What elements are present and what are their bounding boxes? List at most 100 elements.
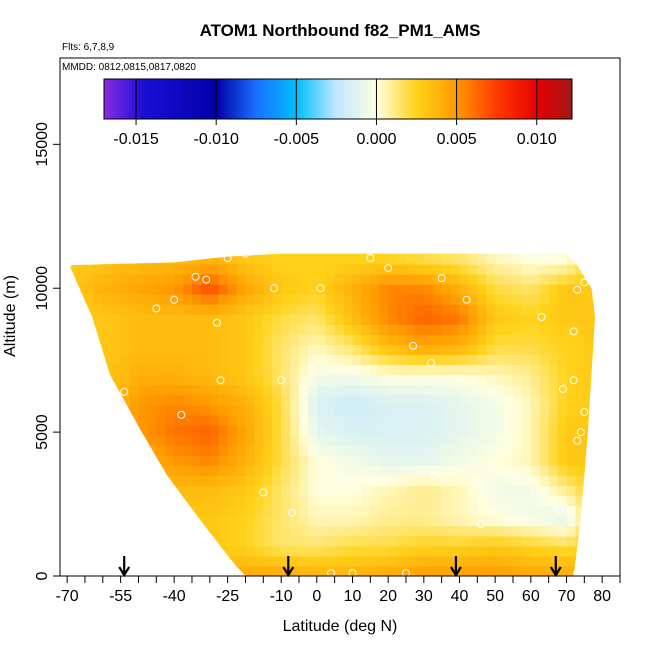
heatmap-cell: [548, 404, 559, 416]
heatmap-cell: [584, 505, 594, 517]
heatmap-cell: [575, 414, 585, 426]
heatmap-cell: [76, 283, 86, 295]
heatmap-cell: [76, 253, 86, 255]
heatmap-cell: [227, 535, 238, 547]
heatmap-cell: [530, 253, 541, 255]
heatmap-cell: [530, 555, 541, 567]
heatmap-cell: [129, 384, 140, 396]
heatmap-cell: [111, 384, 122, 396]
heatmap-cell: [200, 525, 211, 537]
heatmap-cell: [343, 394, 354, 406]
heatmap-cell: [504, 374, 514, 386]
heatmap-cell: [432, 485, 443, 497]
heatmap-cell: [370, 304, 380, 315]
heatmap-cell: [236, 344, 247, 355]
heatmap-cell: [183, 253, 193, 255]
heatmap-cell: [361, 283, 371, 295]
heatmap-cell: [254, 535, 264, 547]
heatmap-cell: [504, 445, 514, 456]
heatmap-cell: [352, 364, 362, 376]
heatmap-cell: [245, 545, 255, 557]
heatmap-cell: [584, 304, 594, 315]
heatmap-cell: [165, 384, 175, 396]
heatmap-cell: [316, 435, 327, 446]
heatmap-cell: [174, 475, 184, 486]
heatmap-cell: [218, 334, 229, 345]
sample-point: [270, 284, 279, 293]
heatmap-cell: [521, 364, 532, 376]
heatmap-cell: [548, 314, 559, 325]
heatmap-cell: [486, 565, 496, 576]
heatmap-cell: [539, 525, 550, 537]
heatmap-cell: [370, 475, 380, 486]
heatmap-cell: [352, 394, 362, 406]
heatmap-cell: [299, 304, 309, 315]
heatmap-cell: [70, 354, 77, 366]
heatmap-cell: [138, 334, 148, 345]
heatmap-cell: [174, 455, 184, 466]
heatmap-cell: [316, 404, 327, 416]
heatmap-cell: [343, 485, 354, 497]
heatmap-cell: [93, 344, 104, 355]
heatmap-cell: [459, 445, 469, 456]
heatmap-cell: [174, 304, 184, 315]
heatmap-cell: [548, 384, 559, 396]
heatmap-cell: [593, 555, 596, 567]
heatmap-cell: [156, 273, 166, 285]
heatmap-cell: [245, 294, 255, 305]
heatmap-cell: [388, 294, 398, 305]
heatmap-cell: [156, 354, 166, 366]
heatmap-cell: [307, 495, 318, 507]
heatmap-cell: [548, 424, 559, 436]
heatmap-cell: [504, 465, 514, 476]
heatmap-cell: [566, 495, 576, 507]
heatmap-cell: [566, 465, 576, 476]
heatmap-cell: [129, 545, 140, 557]
heatmap-cell: [192, 414, 202, 426]
heatmap-cell: [441, 535, 452, 547]
heatmap-cell: [307, 515, 318, 527]
heatmap-cell: [70, 314, 77, 325]
heatmap-cell: [361, 304, 371, 315]
heatmap-cell: [361, 525, 371, 537]
heatmap-cell: [370, 344, 380, 355]
heatmap-cell: [406, 394, 416, 406]
heatmap-cell: [281, 505, 291, 517]
heatmap-cell: [165, 435, 175, 446]
heatmap-cell: [85, 324, 95, 335]
heatmap-cell: [557, 515, 568, 527]
heatmap-cell: [441, 253, 452, 265]
heatmap-cell: [281, 475, 291, 486]
heatmap-cell: [397, 515, 407, 527]
heatmap-cell: [423, 253, 434, 265]
heatmap-cell: [307, 374, 318, 386]
heatmap-cell: [227, 364, 238, 376]
x-tick-label: 50: [486, 588, 504, 605]
heatmap-cell: [147, 364, 157, 376]
heatmap-cell: [423, 465, 434, 476]
heatmap-cell: [414, 555, 425, 567]
heatmap-cell: [593, 545, 596, 557]
heatmap-cell: [379, 435, 389, 446]
heatmap-cell: [200, 334, 211, 345]
heatmap-cell: [236, 384, 247, 396]
heatmap-cell: [486, 374, 496, 386]
heatmap-cell: [192, 495, 202, 507]
heatmap-cell: [432, 273, 443, 285]
heatmap-cell: [343, 505, 354, 517]
heatmap-cell: [584, 394, 594, 406]
heatmap-cell: [548, 435, 559, 446]
heatmap-cell: [263, 435, 273, 446]
heatmap-cell: [441, 344, 452, 355]
heatmap-cell: [120, 424, 131, 436]
heatmap-cell: [138, 475, 148, 486]
heatmap-cell: [566, 273, 576, 285]
heatmap-cell: [307, 334, 318, 345]
heatmap-cell: [441, 525, 452, 537]
heatmap-cell: [343, 495, 354, 507]
heatmap-cell: [539, 253, 550, 255]
heatmap-cell: [334, 475, 345, 486]
heatmap-cell: [361, 374, 371, 386]
heatmap-cell: [477, 263, 487, 275]
heatmap-cell: [459, 253, 469, 265]
